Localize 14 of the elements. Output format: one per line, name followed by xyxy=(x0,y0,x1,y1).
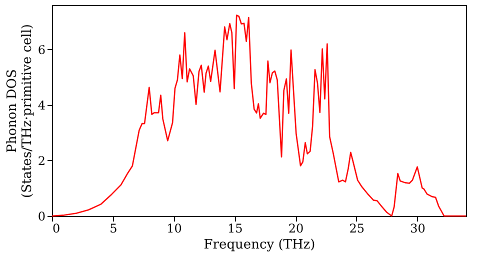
y-tick-label: 2 xyxy=(38,154,46,168)
y-tick-label: 6 xyxy=(38,42,46,57)
x-tick-label: 0 xyxy=(52,222,60,236)
y-tick-label: 4 xyxy=(38,98,46,112)
x-tick-label: 20 xyxy=(288,222,304,236)
x-tick-label: 30 xyxy=(410,222,426,236)
x-tick-label: 10 xyxy=(166,222,182,236)
x-axis-title: Frequency (THz) xyxy=(204,238,316,252)
x-tick-label: 25 xyxy=(349,222,365,236)
line-series xyxy=(51,14,467,217)
x-tick-label: 15 xyxy=(228,222,243,236)
y-axis-title: Phonon DOS (States/THz·primitive cell) xyxy=(4,24,35,198)
x-tick-label: 5 xyxy=(110,222,118,236)
y-tick-label: 0 xyxy=(38,210,46,224)
